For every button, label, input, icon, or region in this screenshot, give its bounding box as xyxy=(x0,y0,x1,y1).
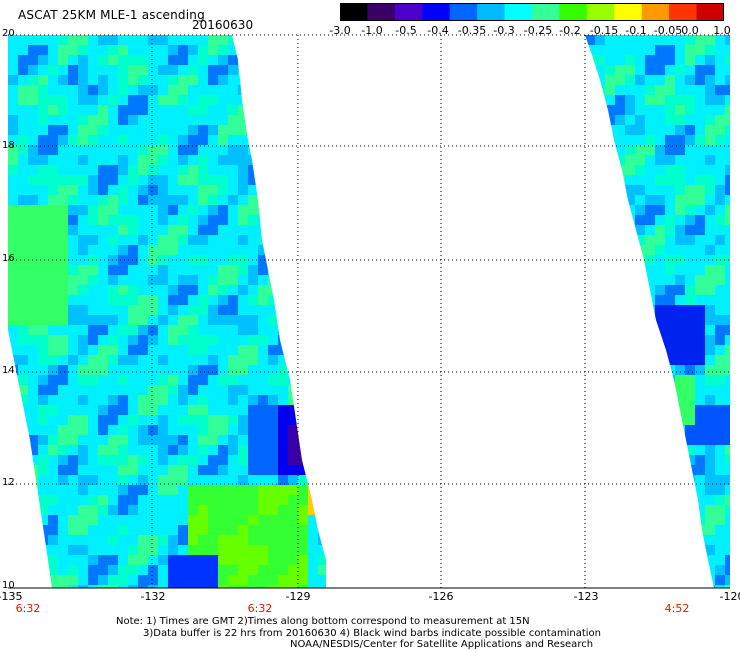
colorbar-tick: -0.35 xyxy=(457,24,487,37)
y-axis-label: 14 xyxy=(2,365,15,376)
colorbar-tick: -0.25 xyxy=(523,24,553,37)
colorbar-tick: -1.0 xyxy=(361,24,383,37)
colorbar-tick: -0.1 xyxy=(625,24,647,37)
colorbar-segment xyxy=(669,3,698,21)
x-axis-label: -132 xyxy=(140,590,166,603)
y-axis-label: 16 xyxy=(2,253,15,264)
colorbar-tick: -0.05 xyxy=(653,24,683,37)
time-label: 6:32 xyxy=(247,602,273,615)
colorbar-tick: -0.15 xyxy=(589,24,619,37)
x-axis-label: -135 xyxy=(0,590,23,603)
footer-note-line1: Note: 1) Times are GMT 2)Times along bot… xyxy=(116,616,530,627)
swath-right xyxy=(585,35,730,588)
footer-note-line3: NOAA/NESDIS/Center for Satellite Applica… xyxy=(290,639,594,650)
colorbar-segment xyxy=(477,3,506,21)
colorbar-segment xyxy=(340,3,368,21)
colorbar-segment xyxy=(614,3,643,21)
colorbar-segment xyxy=(559,3,588,21)
colorbar-segment xyxy=(641,3,670,21)
footer-note-line2: 3)Data buffer is 22 hrs from 20160630 4)… xyxy=(143,628,601,639)
y-axis-label: 10 xyxy=(2,580,15,591)
map-date: 20160630 xyxy=(192,18,254,32)
colorbar-segment xyxy=(449,3,478,21)
colorbar-segment xyxy=(504,3,533,21)
colorbar-tick: -0.2 xyxy=(559,24,581,37)
colorbar-segment xyxy=(586,3,615,21)
map-title: ASCAT 25KM MLE-1 ascending xyxy=(18,8,205,22)
y-axis-label: 20 xyxy=(2,28,15,39)
colorbar-tick: 0.0 xyxy=(681,24,699,37)
colorbar-tick: -0.5 xyxy=(395,24,417,37)
time-label: 4:52 xyxy=(664,602,690,615)
colorbar-segment xyxy=(422,3,451,21)
time-label: 6:32 xyxy=(15,602,41,615)
colorbar-segment xyxy=(367,3,396,21)
x-axis-label: -120 xyxy=(719,590,740,603)
swath-left xyxy=(8,35,326,588)
colorbar-tick-labels: -3.0 -1.0 -0.5 -0.4 -0.35 -0.3 -0.25 -0.… xyxy=(326,24,736,38)
colorbar-tick: 1.0 xyxy=(713,24,731,37)
colorbar-segment xyxy=(394,3,423,21)
y-axis-label: 12 xyxy=(2,477,15,488)
colorbar-frame xyxy=(340,3,724,21)
y-axis-label: 18 xyxy=(2,140,15,151)
x-axis-label: -129 xyxy=(285,590,311,603)
colorbar-segment xyxy=(532,3,560,21)
colorbar-segment xyxy=(696,3,724,21)
x-axis-label: -123 xyxy=(573,590,599,603)
x-axis-label: -126 xyxy=(428,590,454,603)
colorbar-tick: -3.0 xyxy=(329,24,351,37)
colorbar xyxy=(340,3,724,21)
colorbar-tick: -0.4 xyxy=(427,24,449,37)
colorbar-tick: -0.3 xyxy=(493,24,515,37)
grid-lines xyxy=(8,34,730,589)
